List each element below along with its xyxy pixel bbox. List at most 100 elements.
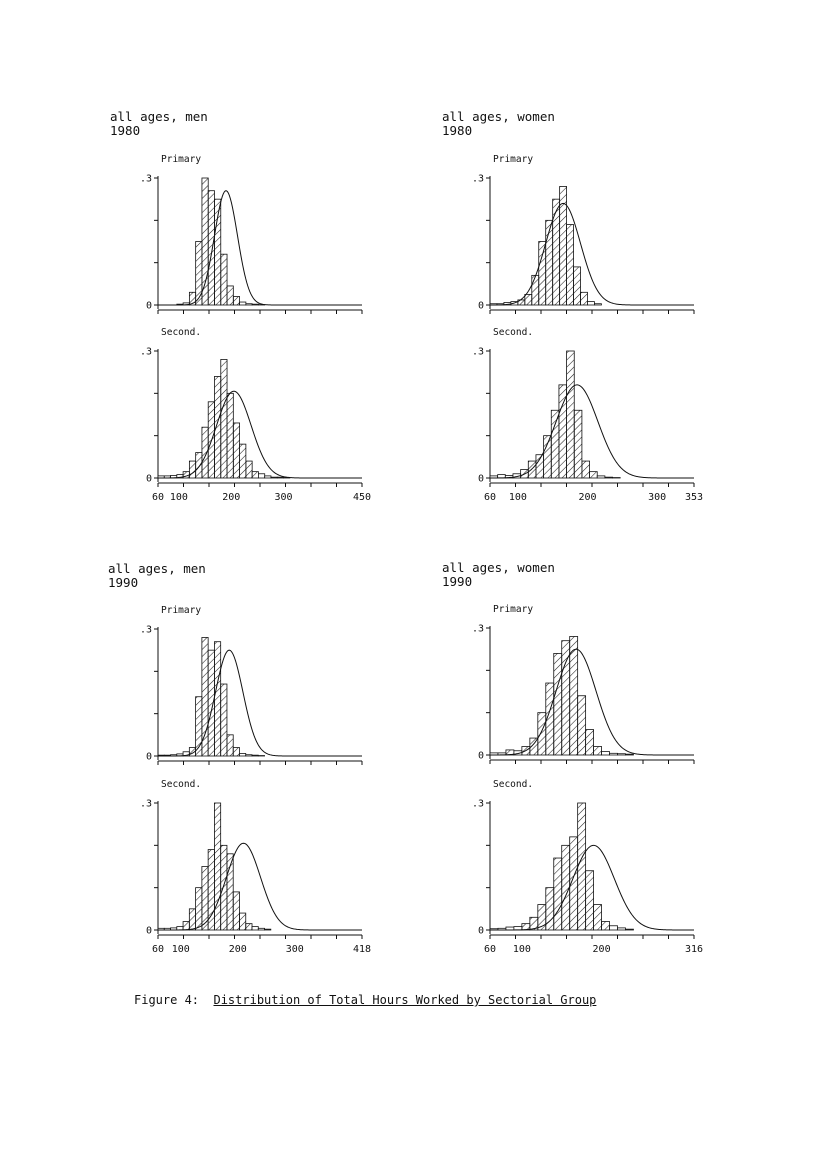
histogram-men-1980-primary: Primary 0 .3 [140, 154, 363, 314]
histogram-bar [596, 475, 606, 479]
histogram-bar [245, 460, 253, 479]
x-tick-label: 100 [513, 944, 531, 955]
histogram-bar [580, 291, 588, 306]
histogram-bar [585, 729, 594, 756]
density-curve [158, 190, 362, 306]
x-tick-label: 100 [172, 944, 190, 955]
x-tick-label: 60 [484, 492, 496, 503]
histogram-bar [232, 422, 240, 479]
x-tick-label: 100 [509, 492, 527, 503]
histogram-women-1990-primary: Primary 0 .3 [472, 604, 695, 764]
y-tick-label: 0 [478, 301, 484, 312]
histogram-bar [239, 753, 247, 757]
histogram-bar [232, 891, 240, 931]
x-tick-label: 200 [222, 492, 240, 503]
histogram-men-1990-primary: Primary 0 .3 [140, 605, 363, 765]
histogram-women-1980-primary: Primary 0 .3 [472, 154, 695, 314]
panel-subtitle: Second. [161, 327, 201, 338]
histogram-bar [577, 695, 587, 756]
y-tick-label: .3 [140, 625, 152, 636]
panel-year-label: 1990 [442, 574, 473, 589]
histogram-bar [214, 802, 222, 931]
y-tick-label: .3 [472, 174, 484, 185]
histogram-bar [625, 753, 634, 756]
y-tick-label: 0 [478, 474, 484, 485]
histogram-bar [251, 926, 259, 931]
panel-title-women-1980: all ages, women 1980 [442, 110, 555, 138]
histogram-bar [609, 925, 618, 931]
histogram-bar [258, 473, 266, 479]
histogram-bar [531, 274, 540, 306]
y-tick-label: .3 [472, 799, 484, 810]
panel-subtitle: Primary [161, 154, 201, 165]
histogram-bar [195, 452, 203, 479]
histogram-bar [214, 641, 222, 757]
histogram-bar [226, 734, 234, 757]
histogram-bar [594, 303, 602, 306]
histogram-bar [195, 887, 203, 931]
histogram-bar [545, 219, 554, 306]
y-tick-label: 0 [146, 474, 152, 485]
histogram-bar [577, 802, 587, 931]
histogram-bar [609, 752, 618, 756]
histogram-bar [220, 359, 228, 479]
histogram-bar [232, 296, 240, 306]
panel-group-label: all ages, women [442, 560, 555, 575]
histogram-men-1980-secondary: Second. 0 .3 60 100 200 300 450 [140, 327, 371, 503]
histogram-bar [245, 303, 253, 306]
histogram-bar [585, 870, 594, 931]
x-tick-label: 60 [152, 944, 164, 955]
histogram-bar [573, 266, 581, 306]
figure-caption: Figure 4: Distribution of Total Hours Wo… [134, 993, 596, 1007]
density-curve [490, 202, 694, 306]
histogram-bar [553, 857, 563, 931]
x-tick-label: 300 [286, 944, 304, 955]
histogram-bar [264, 928, 272, 931]
histogram-bar [581, 460, 590, 479]
histogram-bar [257, 927, 265, 931]
histogram-bar [604, 476, 613, 479]
histogram-bar [201, 637, 209, 757]
x-tick-label: 300 [275, 492, 293, 503]
histogram-bar [276, 476, 284, 479]
histogram-bar [226, 285, 234, 306]
panel-title-men-1980: all ages, men 1980 [110, 110, 208, 138]
panel-subtitle: Second. [161, 779, 201, 790]
density-curve [158, 842, 362, 931]
x-tick-label: 450 [353, 492, 371, 503]
figure-label: Figure 4: [134, 993, 200, 1007]
x-tick-label: 300 [648, 492, 666, 503]
x-tick-label: 418 [353, 944, 371, 955]
histogram-bar [543, 435, 552, 479]
histogram-bar [201, 177, 209, 306]
histogram-bar [214, 198, 222, 306]
histogram-bar [587, 301, 595, 306]
histogram-bar [601, 921, 610, 931]
y-tick-label: 0 [478, 926, 484, 937]
histogram-bar [573, 409, 583, 479]
panel-subtitle: Second. [493, 327, 533, 338]
histogram-bar [232, 747, 240, 757]
figure-title: Distribution of Total Hours Worked by Se… [213, 993, 597, 1007]
histogram-bar [566, 350, 575, 479]
histogram-bar [245, 754, 253, 757]
panel-year-label: 1980 [442, 123, 473, 138]
density-curve [490, 648, 694, 756]
histogram-men-1990-secondary: Second. 0 .3 60 100 200 300 418 [140, 779, 371, 955]
histogram-bar [207, 190, 215, 306]
density-curve [490, 844, 694, 931]
y-tick-label: 0 [146, 752, 152, 763]
histogram-bar [589, 471, 598, 479]
histogram-bar [220, 253, 228, 306]
panel-year-label: 1990 [108, 575, 139, 590]
panel-group-label: all ages, men [108, 561, 206, 576]
y-tick-label: .3 [472, 624, 484, 635]
histogram-bar [561, 640, 571, 756]
histogram-bar [251, 303, 259, 306]
y-tick-label: 0 [146, 301, 152, 312]
panel-group-label: all ages, women [442, 109, 555, 124]
histogram-bar [593, 746, 602, 756]
histogram-bar [188, 460, 197, 479]
histogram-bar [239, 443, 247, 479]
density-curve [158, 390, 362, 479]
